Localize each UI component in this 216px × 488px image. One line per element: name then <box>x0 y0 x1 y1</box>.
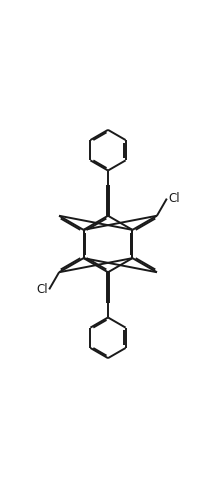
Text: Cl: Cl <box>37 283 48 296</box>
Text: Cl: Cl <box>168 192 179 205</box>
